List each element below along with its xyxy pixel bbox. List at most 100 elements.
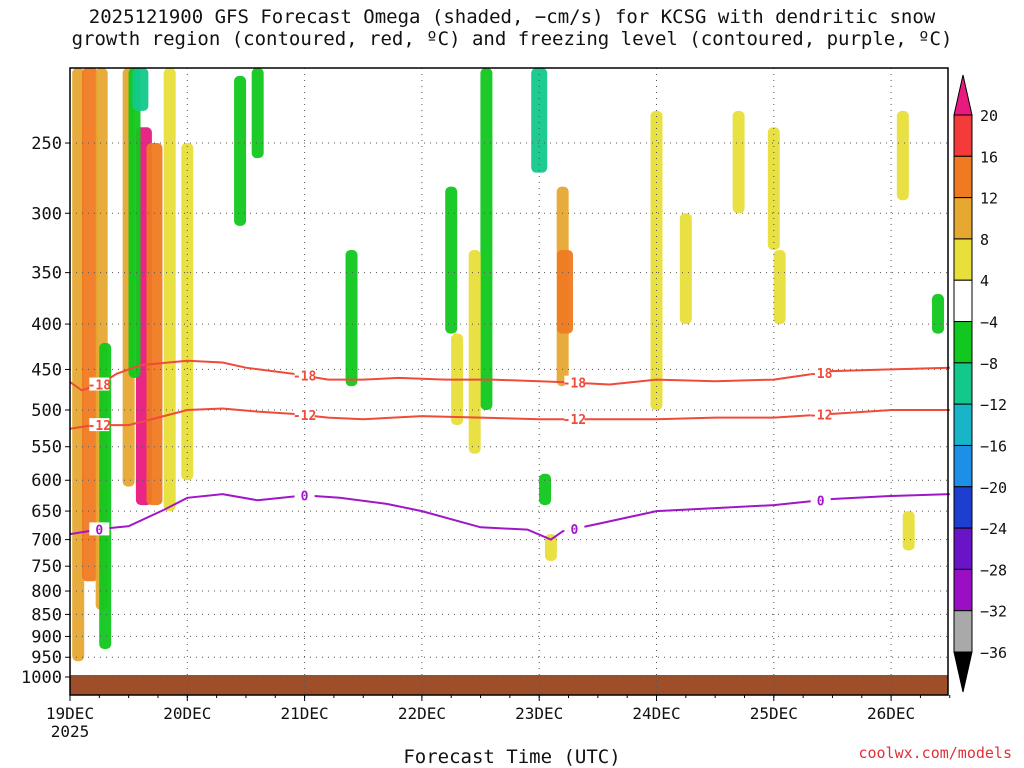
- omega-region-18: [468, 249, 481, 454]
- y-tick-label-350: 350: [31, 264, 62, 284]
- contour-label--18: -18: [809, 367, 833, 382]
- omega-region-12: [251, 68, 264, 159]
- contour-label-0: 0: [301, 489, 309, 504]
- omega-region-10: [132, 68, 149, 111]
- chart-title-line1: 2025121900 GFS Forecast Omega (shaded, −…: [88, 6, 936, 28]
- y-tick-label-300: 300: [31, 204, 62, 224]
- contour-label-bg: [89, 418, 110, 432]
- colorbar-label-7: −12: [980, 396, 1007, 414]
- x-tick-label-20DEC: 20DEC: [163, 704, 211, 723]
- omega-region-30: [932, 294, 945, 334]
- contour-label--18: -18: [293, 370, 317, 385]
- colorbar-swatch-3: [953, 238, 973, 281]
- y-tick-label-550: 550: [31, 438, 62, 458]
- colorbar-label-6: −8: [980, 355, 998, 373]
- omega-region-17: [539, 473, 552, 506]
- contour-label--12: -12: [88, 419, 111, 434]
- colorbar-swatch-12: [953, 610, 973, 653]
- y-tick-label-950: 950: [31, 648, 62, 668]
- colorbar-label-8: −16: [980, 437, 1007, 455]
- omega-region-23: [732, 110, 745, 214]
- colorbar-swatch-11: [953, 568, 973, 612]
- colorbar-swatch-4: [953, 279, 973, 323]
- chart-title-line2: growth region (contoured, red, ºC) and f…: [71, 28, 953, 50]
- omega-region-29: [902, 511, 915, 551]
- colorbar-swatch-7: [953, 403, 973, 446]
- omega-region-6: [163, 68, 176, 512]
- colorbar-swatch-8: [953, 444, 973, 488]
- x-tick-label-26DEC: 26DEC: [867, 704, 915, 723]
- colorbar-top-arrow: [953, 74, 973, 116]
- contour-2: [69, 493, 950, 541]
- x-tick-label-25DEC: 25DEC: [750, 704, 798, 723]
- x-axis-title: Forecast Time (UTC): [403, 746, 621, 768]
- contour-label-bg: [89, 522, 110, 536]
- omega-region-22: [544, 534, 557, 562]
- y-tick-label-450: 450: [31, 360, 62, 380]
- contour-label-bg: [564, 375, 585, 389]
- omega-region-21: [557, 249, 574, 334]
- colorbar-label-1: 16: [980, 148, 998, 166]
- omega-region-15: [480, 68, 493, 411]
- contour-label-0: 0: [95, 523, 103, 538]
- y-tick-label-700: 700: [31, 531, 62, 551]
- y-tick-label-400: 400: [31, 315, 62, 335]
- colorbar-label-9: −20: [980, 479, 1007, 497]
- y-tick-label-850: 850: [31, 605, 62, 625]
- colorbar-swatch-10: [953, 527, 973, 570]
- x-tick-label-22DEC: 22DEC: [398, 704, 446, 723]
- contour-label--12: -12: [293, 409, 316, 424]
- contour-label-bg: [810, 365, 831, 379]
- contour-label-bg: [810, 407, 831, 421]
- x-tick-label-24DEC: 24DEC: [632, 704, 680, 723]
- contour-label-0: 0: [817, 494, 825, 509]
- contour-label--18: -18: [88, 379, 112, 394]
- omega-region-11: [234, 75, 247, 226]
- contour-0: [69, 359, 950, 392]
- contour-label--12: -12: [809, 409, 832, 424]
- colorbar-swatch-9: [953, 486, 973, 529]
- colorbar-label-4: 4: [980, 272, 989, 290]
- watermark-link[interactable]: coolwx.com/models: [858, 744, 1012, 762]
- colorbar-label-13: −36: [980, 644, 1007, 662]
- plot-area: [70, 68, 948, 695]
- colorbar-label-0: 20: [980, 107, 998, 125]
- colorbar-label-5: −4: [980, 314, 998, 332]
- y-tick-label-900: 900: [31, 627, 62, 647]
- contour-label-bg: [810, 493, 831, 507]
- colorbar-label-3: 8: [980, 231, 989, 249]
- colorbar-label-10: −24: [980, 520, 1007, 538]
- contour-1: [69, 407, 950, 430]
- x-tick-label-21DEC: 21DEC: [281, 704, 329, 723]
- contour-label-bg: [294, 488, 315, 502]
- omega-region-28: [896, 110, 909, 201]
- x-tick-label-19DEC: 19DEC: [46, 704, 94, 723]
- x-tick-label-23DEC: 23DEC: [515, 704, 563, 723]
- contour-label-bg: [89, 377, 110, 391]
- omega-region-9: [128, 68, 141, 378]
- colorbar-swatch-1: [953, 155, 973, 199]
- y-tick-label-800: 800: [31, 582, 62, 602]
- omega-region-13: [345, 249, 358, 387]
- colorbar-label-11: −28: [980, 561, 1007, 579]
- omega-region-25: [773, 249, 786, 325]
- contour-label-0: 0: [570, 523, 578, 538]
- contour-label--18: -18: [563, 377, 587, 392]
- y-tick-label-250: 250: [31, 134, 62, 154]
- colorbar-bottom-arrow: [953, 651, 973, 693]
- omega-region-14: [445, 186, 458, 334]
- y-tick-label-1000: 1000: [21, 668, 62, 688]
- plot-frame: [69, 67, 949, 696]
- contour-label-bg: [294, 368, 315, 382]
- y-tick-label-600: 600: [31, 471, 62, 491]
- contour-label-bg: [294, 408, 315, 422]
- y-tick-label-500: 500: [31, 401, 62, 421]
- omega-region-1: [81, 68, 98, 582]
- contour-label-bg: [564, 412, 585, 426]
- chart-title: 2025121900 GFS Forecast Omega (shaded, −…: [0, 6, 1024, 50]
- colorbar-swatch-6: [953, 362, 973, 405]
- colorbar-label-12: −32: [980, 603, 1007, 621]
- omega-region-0: [72, 68, 85, 662]
- y-tick-label-650: 650: [31, 502, 62, 522]
